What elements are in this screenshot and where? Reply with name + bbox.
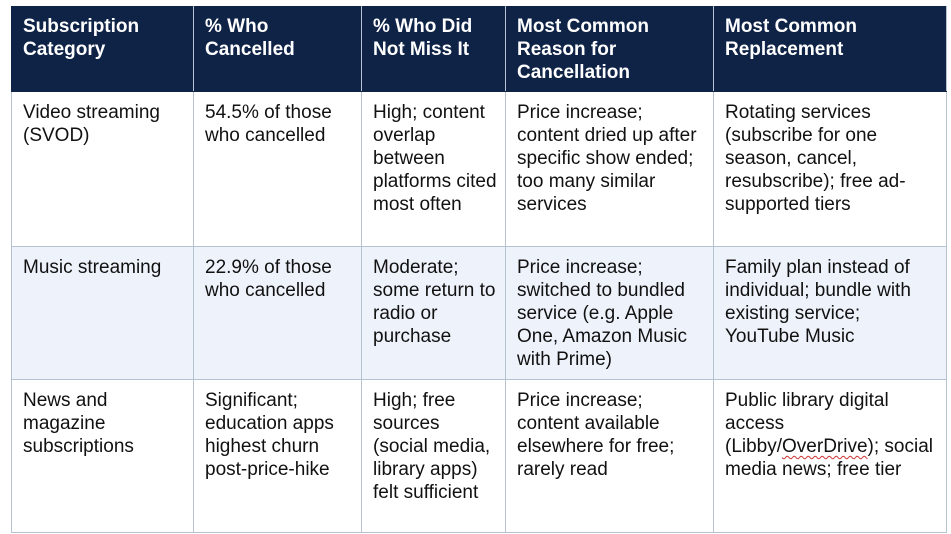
header-replacement: Most Common Replacement [713,6,947,92]
cell-category: Music streaming [11,246,194,380]
cell-not-missed: High; free sources (social media, librar… [361,379,506,533]
cell-cancelled: 54.5% of those who cancelled [193,91,362,247]
table-row: News and magazine subscriptions Signific… [11,379,947,533]
header-pct-not-missed: % Who Did Not Miss It [361,6,506,92]
cell-cancelled: Significant; education apps highest chur… [193,379,362,533]
cell-cancelled: 22.9% of those who cancelled [193,246,362,380]
cell-reason: Price increase; content dried up after s… [505,91,714,247]
cell-replacement: Public library digital access (Libby/Ove… [713,379,947,533]
header-cancellation-reason: Most Common Reason for Cancellation [505,6,714,92]
cell-replacement: Family plan instead of individual; bundl… [713,246,947,380]
table-row: Video streaming (SVOD) 54.5% of those wh… [11,91,947,247]
cell-reason: Price increase; switched to bundled serv… [505,246,714,380]
replacement-text-end: ); social media news; free tier [725,436,934,480]
table-header-row: Subscription Category % Who Cancelled % … [11,6,947,92]
cell-category: Video streaming (SVOD) [11,91,194,247]
cell-replacement: Rotating services (subscribe for one sea… [713,91,947,247]
cell-category: News and magazine subscriptions [11,379,194,533]
replacement-text-start: Public library digital access (Libby/ [725,390,889,457]
table-row: Music streaming 22.9% of those who cance… [11,246,947,380]
subscription-table: Subscription Category % Who Cancelled % … [11,6,947,533]
cell-not-missed: Moderate; some return to radio or purcha… [361,246,506,380]
cell-not-missed: High; content overlap between platforms … [361,91,506,247]
spellcheck-flagged-word: OverDrive [782,436,868,457]
header-pct-cancelled: % Who Cancelled [193,6,362,92]
cell-reason: Price increase; content available elsewh… [505,379,714,533]
header-subscription-category: Subscription Category [11,6,194,92]
